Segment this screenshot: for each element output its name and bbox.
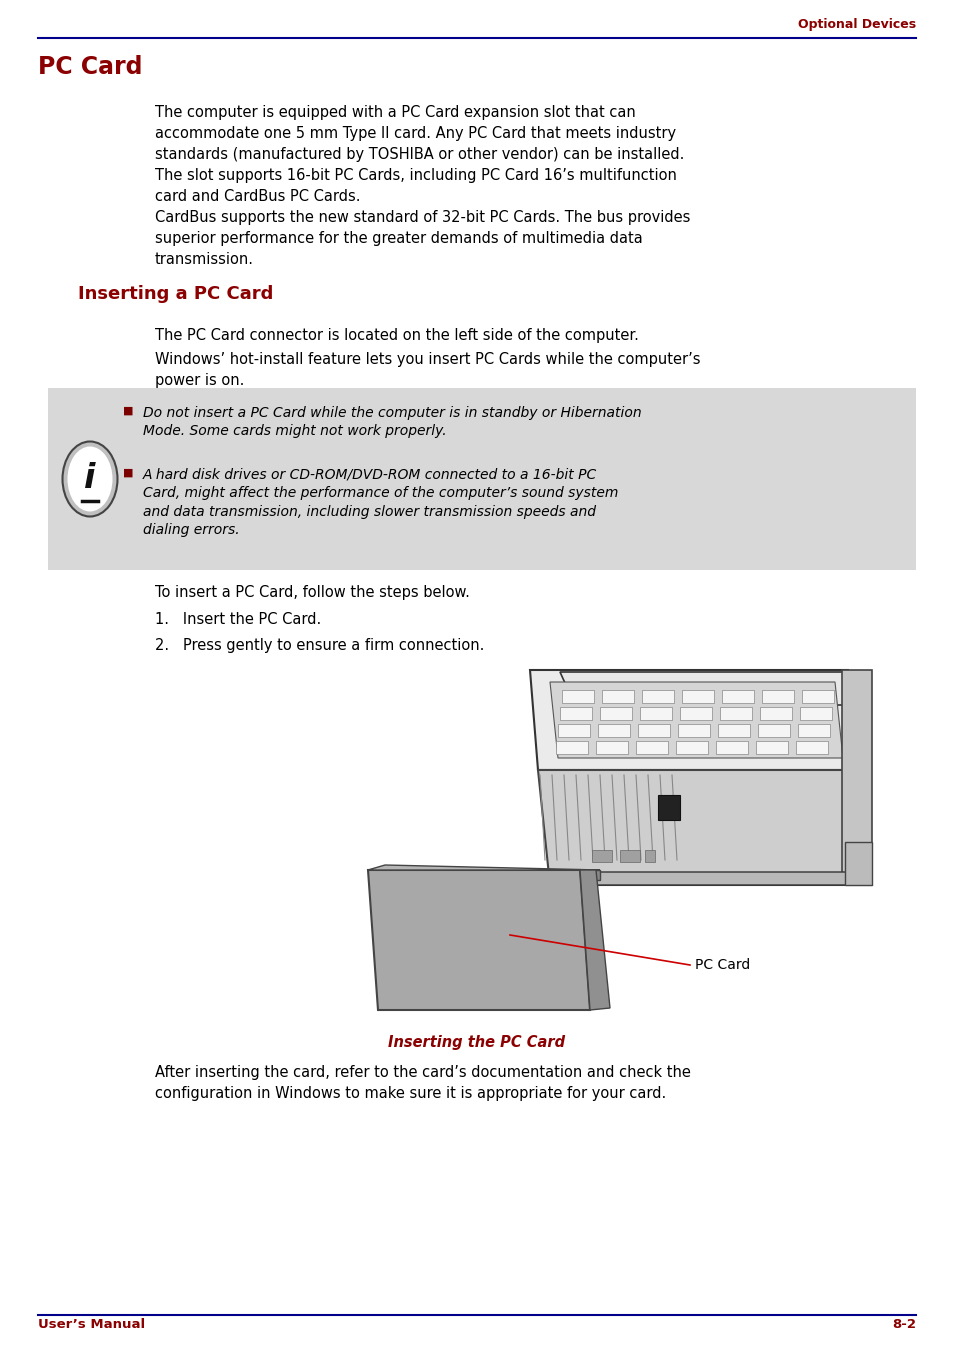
Text: The computer is equipped with a PC Card expansion slot that can
accommodate one : The computer is equipped with a PC Card … [154,105,683,204]
Text: After inserting the card, refer to the card’s documentation and check the
config: After inserting the card, refer to the c… [154,1065,690,1101]
Polygon shape [679,707,711,721]
Polygon shape [592,850,612,863]
Text: Windows’ hot-install feature lets you insert PC Cards while the computer’s
power: Windows’ hot-install feature lets you in… [154,352,700,388]
Polygon shape [761,690,793,703]
Polygon shape [758,725,789,737]
Text: ■: ■ [123,406,133,416]
Bar [48,388,915,571]
Polygon shape [636,741,667,754]
Polygon shape [644,850,655,863]
Polygon shape [678,725,709,737]
Polygon shape [841,671,871,886]
Text: 2.   Press gently to ensure a firm connection.: 2. Press gently to ensure a firm connect… [154,638,484,653]
Polygon shape [676,741,707,754]
Polygon shape [638,725,669,737]
Polygon shape [800,707,831,721]
Text: 8-2: 8-2 [891,1318,915,1330]
Text: ■: ■ [123,468,133,479]
Text: PC Card: PC Card [38,55,142,78]
Ellipse shape [68,446,112,511]
Polygon shape [550,872,871,886]
Polygon shape [720,707,751,721]
Polygon shape [537,771,871,886]
Polygon shape [658,795,679,821]
Polygon shape [639,707,671,721]
Text: PC Card: PC Card [695,959,749,972]
Polygon shape [556,741,587,754]
Text: User’s Manual: User’s Manual [38,1318,145,1330]
Polygon shape [579,869,599,880]
Text: i: i [84,462,95,495]
Polygon shape [601,690,634,703]
Text: A hard disk drives or CD-ROM/DVD-ROM connected to a 16-bit PC
Card, might affect: A hard disk drives or CD-ROM/DVD-ROM con… [143,468,618,537]
Polygon shape [598,725,629,737]
Ellipse shape [63,442,117,516]
Polygon shape [641,690,673,703]
Text: To insert a PC Card, follow the steps below.: To insert a PC Card, follow the steps be… [154,585,470,600]
Polygon shape [795,741,827,754]
Polygon shape [558,725,589,737]
Polygon shape [681,690,713,703]
Polygon shape [599,707,631,721]
Polygon shape [619,850,639,863]
Polygon shape [559,707,592,721]
Polygon shape [718,725,749,737]
Text: Inserting the PC Card: Inserting the PC Card [388,1036,565,1051]
Polygon shape [368,869,589,1010]
Text: Inserting a PC Card: Inserting a PC Card [78,285,274,303]
Polygon shape [596,741,627,754]
Text: 1.   Insert the PC Card.: 1. Insert the PC Card. [154,612,321,627]
Polygon shape [844,842,871,886]
Text: The PC Card connector is located on the left side of the computer.: The PC Card connector is located on the … [154,329,639,343]
Polygon shape [579,869,609,1010]
Polygon shape [559,672,864,704]
Text: Do not insert a PC Card while the computer is in standby or Hibernation
Mode. So: Do not insert a PC Card while the comput… [143,406,641,438]
Polygon shape [716,741,747,754]
Text: CardBus supports the new standard of 32-bit PC Cards. The bus provides
superior : CardBus supports the new standard of 32-… [154,210,690,266]
Polygon shape [368,865,599,869]
Polygon shape [721,690,753,703]
Text: Optional Devices: Optional Devices [797,18,915,31]
Polygon shape [530,671,857,771]
Polygon shape [801,690,833,703]
Polygon shape [797,725,829,737]
Polygon shape [760,707,791,721]
Polygon shape [755,741,787,754]
Polygon shape [550,681,842,758]
Polygon shape [561,690,594,703]
